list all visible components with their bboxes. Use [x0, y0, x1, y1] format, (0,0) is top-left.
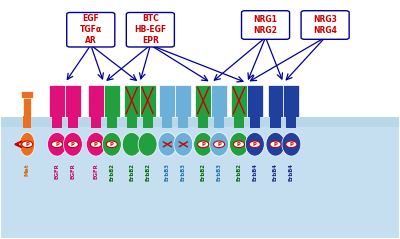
- Bar: [1, 117, 399, 127]
- Ellipse shape: [64, 132, 82, 156]
- Text: P: P: [201, 142, 205, 147]
- Text: P: P: [253, 142, 257, 147]
- Ellipse shape: [48, 132, 66, 156]
- Bar: [127, 115, 137, 128]
- Text: ErbB4: ErbB4: [289, 163, 294, 181]
- Ellipse shape: [22, 141, 33, 148]
- Text: EGFR: EGFR: [70, 163, 75, 179]
- Ellipse shape: [52, 141, 62, 148]
- Text: ErbB3: ErbB3: [165, 163, 170, 181]
- FancyBboxPatch shape: [140, 85, 156, 117]
- FancyBboxPatch shape: [231, 85, 247, 117]
- FancyBboxPatch shape: [175, 85, 191, 117]
- Bar: [1, 127, 399, 238]
- Bar: [178, 115, 188, 128]
- Bar: [286, 115, 296, 128]
- Text: NRG3
NRG4: NRG3 NRG4: [313, 15, 337, 35]
- Ellipse shape: [158, 132, 177, 156]
- Bar: [250, 115, 260, 128]
- Text: P: P: [290, 142, 293, 147]
- Text: P: P: [71, 142, 75, 147]
- FancyBboxPatch shape: [124, 85, 140, 117]
- Text: ErbB3: ErbB3: [216, 163, 222, 181]
- Bar: [234, 115, 244, 128]
- Ellipse shape: [233, 141, 244, 148]
- Bar: [1, 1, 399, 117]
- FancyBboxPatch shape: [195, 85, 211, 117]
- Ellipse shape: [270, 141, 281, 148]
- Bar: [23, 96, 31, 116]
- Bar: [107, 115, 117, 128]
- FancyBboxPatch shape: [211, 85, 227, 117]
- Text: EGFR: EGFR: [54, 163, 60, 179]
- Bar: [270, 115, 280, 128]
- Bar: [68, 115, 78, 128]
- Text: P: P: [110, 142, 114, 147]
- Text: NRG1
NRG2: NRG1 NRG2: [254, 15, 278, 35]
- FancyBboxPatch shape: [88, 85, 104, 117]
- FancyBboxPatch shape: [126, 12, 174, 47]
- Bar: [52, 115, 62, 128]
- FancyBboxPatch shape: [284, 85, 299, 117]
- FancyBboxPatch shape: [160, 85, 175, 117]
- Ellipse shape: [249, 141, 260, 148]
- Bar: [91, 115, 101, 128]
- FancyBboxPatch shape: [65, 85, 81, 117]
- Text: ErbB2: ErbB2: [236, 163, 242, 181]
- Ellipse shape: [174, 132, 193, 156]
- Ellipse shape: [245, 132, 264, 156]
- Ellipse shape: [210, 132, 228, 156]
- FancyBboxPatch shape: [104, 85, 120, 117]
- FancyBboxPatch shape: [242, 11, 290, 39]
- Text: P: P: [25, 142, 29, 147]
- Ellipse shape: [266, 132, 285, 156]
- Ellipse shape: [122, 132, 141, 156]
- Ellipse shape: [138, 132, 157, 156]
- Text: P: P: [94, 142, 98, 147]
- Ellipse shape: [214, 141, 225, 148]
- Ellipse shape: [286, 141, 297, 148]
- Bar: [142, 115, 153, 128]
- FancyBboxPatch shape: [67, 12, 115, 47]
- Ellipse shape: [282, 132, 301, 156]
- Bar: [21, 91, 33, 98]
- Text: ErbB2: ErbB2: [109, 163, 114, 181]
- Ellipse shape: [86, 132, 105, 156]
- FancyBboxPatch shape: [301, 11, 349, 39]
- Text: ErbB2: ErbB2: [129, 163, 134, 181]
- Text: P: P: [274, 142, 278, 147]
- Bar: [23, 116, 31, 128]
- Bar: [198, 115, 208, 128]
- Text: P: P: [237, 142, 241, 147]
- Text: EGF
TGFα
AR: EGF TGFα AR: [80, 14, 102, 45]
- Text: P: P: [55, 142, 59, 147]
- Ellipse shape: [20, 132, 35, 156]
- FancyBboxPatch shape: [247, 85, 263, 117]
- Text: ErbB4: ErbB4: [273, 163, 278, 181]
- Text: ErbB2: ErbB2: [145, 163, 150, 181]
- Bar: [214, 115, 224, 128]
- Ellipse shape: [90, 141, 102, 148]
- Text: ErbB4: ErbB4: [252, 163, 257, 181]
- Ellipse shape: [106, 141, 117, 148]
- Text: ErbB3: ErbB3: [181, 163, 186, 181]
- Ellipse shape: [230, 132, 248, 156]
- Text: Met: Met: [25, 163, 30, 176]
- FancyBboxPatch shape: [49, 85, 65, 117]
- Ellipse shape: [102, 132, 121, 156]
- Text: ErbB2: ErbB2: [201, 163, 206, 181]
- Ellipse shape: [198, 141, 209, 148]
- Bar: [162, 115, 172, 128]
- Ellipse shape: [67, 141, 78, 148]
- FancyBboxPatch shape: [268, 85, 284, 117]
- Ellipse shape: [194, 132, 213, 156]
- Text: EGFR: EGFR: [94, 163, 98, 179]
- Text: BTC
HB-EGF
EPR: BTC HB-EGF EPR: [134, 14, 166, 45]
- Text: P: P: [217, 142, 221, 147]
